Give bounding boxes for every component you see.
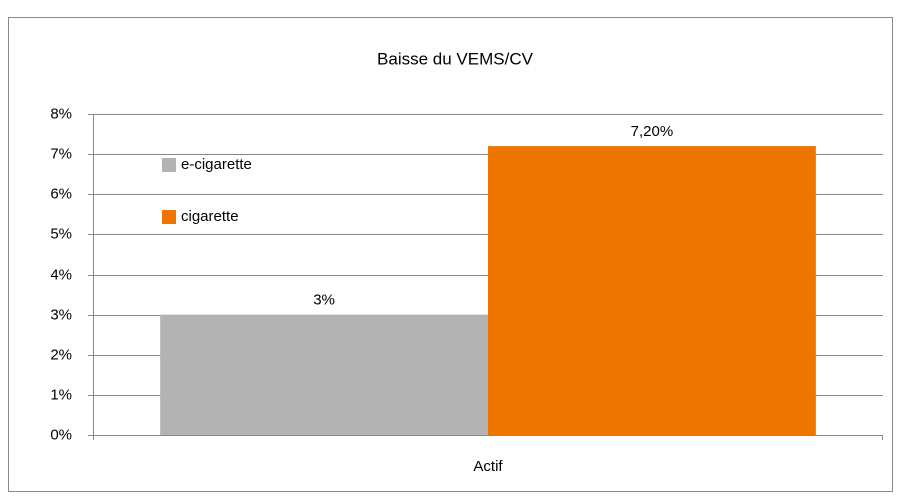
y-tick-label: 2% (50, 346, 72, 363)
y-tick-label: 6% (50, 185, 72, 202)
legend-swatch (162, 210, 176, 224)
y-tick-label: 5% (50, 225, 72, 242)
y-tick-label: 1% (50, 386, 72, 403)
y-tick-label: 4% (50, 266, 72, 283)
y-tick-label: 0% (50, 426, 72, 443)
y-tick-label: 8% (50, 105, 72, 122)
y-tick-label: 7% (50, 145, 72, 162)
legend-label: cigarette (181, 208, 239, 225)
legend-label: e-cigarette (181, 156, 252, 173)
data-label: 7,20% (631, 123, 674, 140)
bar (488, 146, 816, 435)
y-tick-label: 3% (50, 306, 72, 323)
bar (160, 314, 488, 435)
chart-title: Baisse du VEMS/CV (377, 49, 534, 68)
x-tick-label: Actif (473, 458, 503, 475)
data-label: 3% (313, 292, 335, 309)
legend-swatch (162, 158, 176, 172)
